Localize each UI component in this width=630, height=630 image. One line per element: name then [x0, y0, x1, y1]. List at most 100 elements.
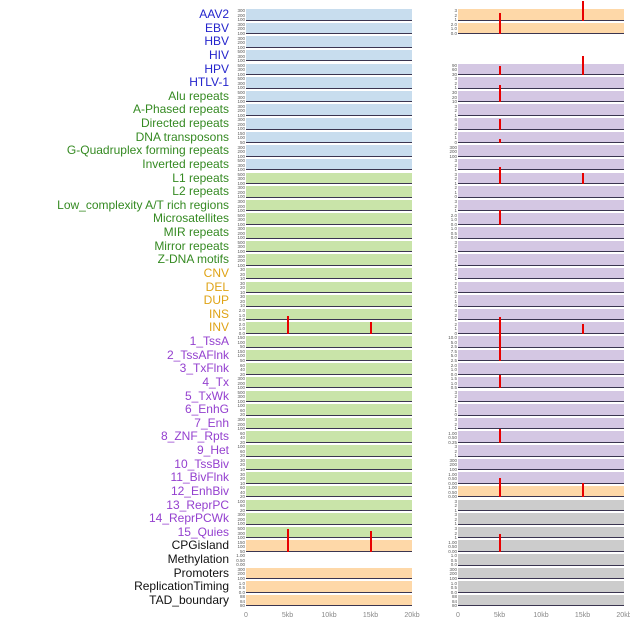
y-tick-label: 300	[237, 530, 245, 536]
y-tick-label: 300	[237, 67, 245, 73]
y-tick-label: 0.5	[238, 585, 245, 591]
y-tick-label: 300	[237, 244, 245, 250]
y-tick-label: 2	[454, 176, 457, 182]
baseline	[458, 346, 624, 348]
baseline	[246, 196, 412, 198]
baseline	[458, 278, 624, 280]
y-tick-label: 1	[454, 276, 457, 282]
track-row: A-Phased repeats 300 200 100 3 2 1	[0, 103, 624, 117]
y-tick-label: 100	[237, 30, 245, 36]
track-label: Low_complexity A/T rich regions	[57, 197, 229, 212]
y-tick-label: 2	[454, 448, 457, 454]
track-panel-left	[246, 594, 412, 607]
y-tick-label: 200	[237, 258, 245, 264]
column-gap	[412, 144, 446, 158]
y-tick-label: 20	[239, 439, 245, 445]
track-panel-right	[458, 16, 624, 35]
signal-spike	[286, 528, 289, 552]
track-row: 4_Tx 300 200 100 1.5 1.0 0.5	[0, 374, 624, 390]
y-axis-ticks: 300 200 100	[234, 513, 246, 526]
track-panel-right	[458, 429, 624, 443]
y-tick-label: 1	[454, 453, 457, 459]
y-tick-label: 3	[454, 8, 457, 14]
y-tick-label: 100	[237, 58, 245, 64]
baseline	[246, 60, 412, 62]
track-label: CPGisland	[171, 538, 229, 553]
track-row: 8_ZNF_Rpts 60 40 20 1.00 0.50 0.25	[0, 429, 624, 445]
track-row: Methylation 1.00 0.50 0.00 1.0 0.5 0.0	[0, 552, 624, 568]
track-panel-left	[246, 417, 412, 430]
y-tick-label: 0.0	[450, 235, 457, 241]
baseline	[246, 183, 412, 185]
y-tick-label: 500	[237, 239, 245, 245]
y-tick-label: 3	[454, 103, 457, 109]
y-tick-label: 3	[454, 253, 457, 259]
y-axis-ticks: 30 20 10	[446, 91, 458, 104]
track-label: EBV	[204, 20, 229, 35]
y-tick-label: 300	[237, 199, 245, 205]
y-tick-label: 150	[237, 539, 245, 545]
y-tick-label: 0.0	[238, 317, 245, 323]
track-panel-left	[246, 281, 412, 294]
y-tick-label: 60	[451, 67, 457, 73]
track-panel-right	[458, 50, 624, 62]
baseline	[246, 605, 412, 607]
y-axis-ticks: 2.0 1.0 0.0	[446, 363, 458, 376]
y-tick-label: 0.25	[448, 439, 457, 445]
y-tick-label: 0.5	[450, 585, 457, 591]
y-tick-label: 0	[454, 289, 457, 295]
y-tick-label: 3	[454, 512, 457, 518]
signal-spike	[498, 429, 501, 443]
track-row: CPGisland 150 100 50 1.00 0.50 0.00	[0, 528, 624, 553]
y-tick-label: 100	[237, 44, 245, 50]
y-tick-label: 150	[237, 130, 245, 136]
track-panel-right	[458, 85, 624, 103]
y-tick-label: 2	[454, 312, 457, 318]
track-panel-right	[458, 104, 624, 116]
track-panel-right	[458, 267, 624, 280]
track-panel-left	[246, 186, 412, 198]
baseline	[246, 169, 412, 171]
track-panel-left	[246, 49, 412, 62]
y-tick-label: 100	[237, 99, 245, 105]
x-tick-label: 0	[456, 612, 460, 619]
baseline	[458, 319, 624, 321]
baseline	[246, 251, 412, 253]
track-row: DUP 30 20 10 2 1 0	[0, 294, 624, 308]
y-tick-label: 100	[237, 498, 245, 504]
y-tick-label: 2.0	[238, 321, 245, 327]
track-panel-left	[246, 267, 412, 280]
track-panel-left	[246, 172, 412, 185]
track-panel-right	[458, 513, 624, 525]
x-axes: 0 5kb 10kb 15kb 20kb 0 5kb 10kb 15kb 20kb	[0, 610, 630, 622]
y-tick-label: 100	[237, 535, 245, 541]
y-tick-label: 2.0	[238, 308, 245, 314]
column-gap	[412, 22, 446, 36]
y-tick-label: 100	[237, 403, 245, 409]
y-tick-label: 6	[454, 117, 457, 123]
track-panel-left	[246, 77, 412, 89]
y-axis-ticks: 88 84 80	[234, 595, 246, 608]
y-tick-label: 500	[237, 76, 245, 82]
y-tick-label: 500	[237, 171, 245, 177]
y-tick-label: 1.0	[450, 380, 457, 386]
y-tick-label: 300	[237, 117, 245, 123]
y-tick-label: 0.00	[236, 562, 245, 568]
y-axis-ticks: 2.0 1.0 0.0	[234, 308, 246, 323]
y-axis-ticks: 500 300 100	[234, 63, 246, 76]
track-panel-right	[458, 581, 624, 593]
track-row: DNA transposons 150 100 50 2 1 0	[0, 130, 624, 144]
y-axis-ticks: 7.5 5.0 2.5	[446, 349, 458, 362]
column-gap	[412, 240, 446, 254]
column-gap	[412, 63, 446, 77]
baseline	[246, 210, 412, 212]
column-gap	[412, 212, 446, 226]
track-panel-left	[246, 472, 412, 484]
track-panel-left	[246, 528, 412, 552]
y-axis-ticks: 2.0 1.0 0.0	[446, 213, 458, 226]
y-tick-label: 300	[237, 176, 245, 182]
track-label: CNV	[203, 265, 229, 280]
track-label: HPV	[204, 61, 229, 76]
